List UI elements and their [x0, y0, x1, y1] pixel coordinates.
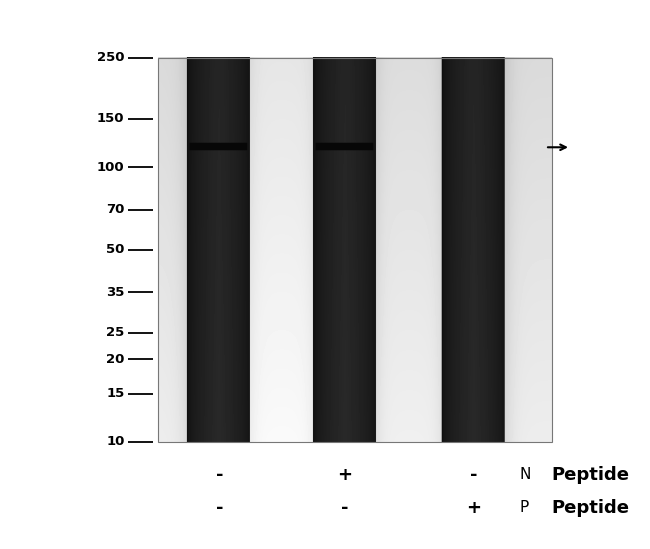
Text: 150: 150	[97, 112, 125, 125]
Text: Peptide: Peptide	[551, 466, 629, 484]
Text: 250: 250	[97, 51, 125, 64]
Text: P: P	[519, 500, 528, 516]
Text: 20: 20	[106, 352, 125, 366]
Text: +: +	[467, 499, 482, 517]
Text: Peptide: Peptide	[551, 499, 629, 517]
Text: N: N	[519, 467, 530, 483]
Text: 10: 10	[106, 435, 125, 449]
Text: -: -	[216, 466, 223, 484]
Text: -: -	[341, 499, 349, 517]
Text: 35: 35	[106, 286, 125, 299]
Text: 15: 15	[106, 387, 125, 400]
Text: -: -	[216, 499, 223, 517]
Text: 50: 50	[106, 243, 125, 256]
Text: +: +	[337, 466, 352, 484]
Text: 25: 25	[106, 326, 125, 339]
Text: 70: 70	[106, 203, 125, 216]
Text: 100: 100	[97, 160, 125, 173]
Text: -: -	[471, 466, 478, 484]
